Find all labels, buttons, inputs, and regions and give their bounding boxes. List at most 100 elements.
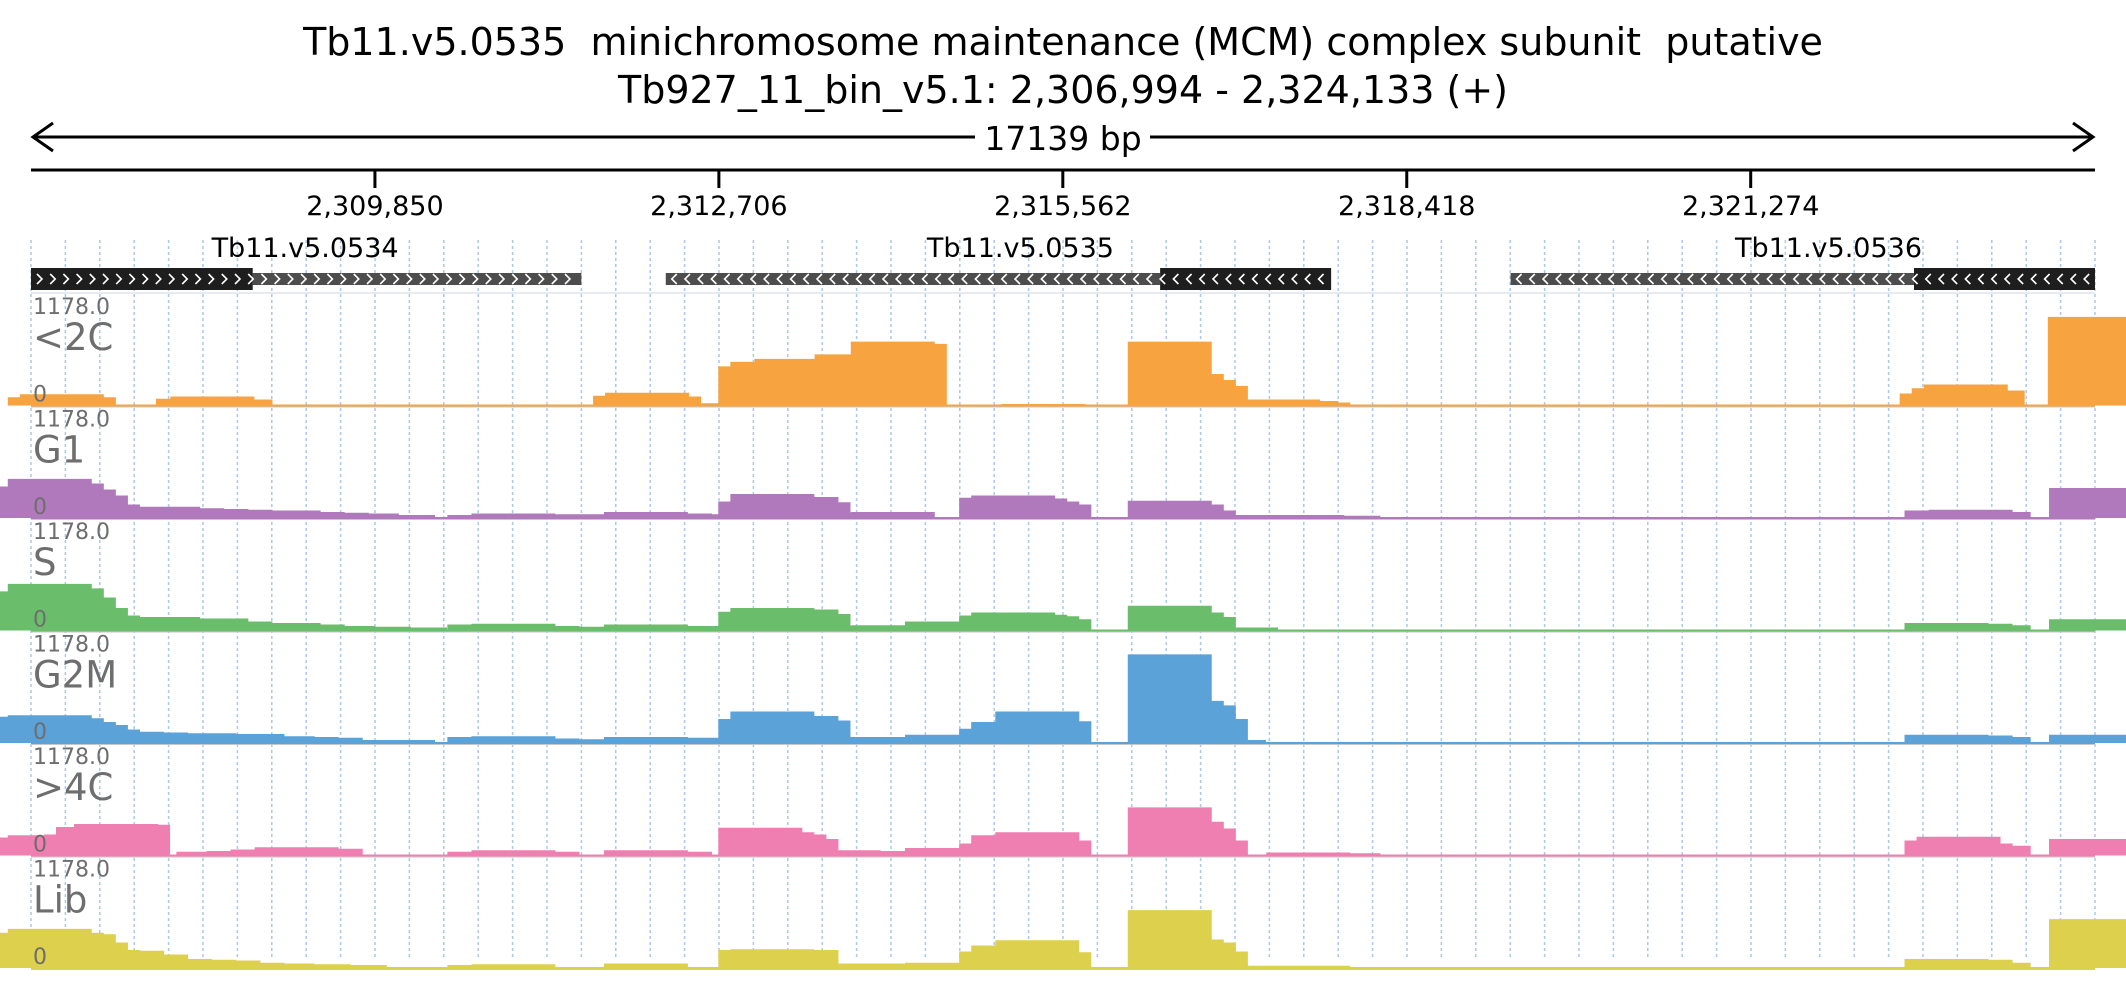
strand-chevron-icon <box>128 273 136 285</box>
strand-chevron-icon <box>1145 273 1153 285</box>
strand-chevron-icon <box>524 273 532 285</box>
strand-chevron-icon <box>1581 273 1589 285</box>
gene-cds <box>1160 268 1332 290</box>
strand-chevron-icon <box>274 273 281 285</box>
strand-chevron-icon <box>1673 273 1681 285</box>
coverage-track-<2C: 1178.0<2C 0 <box>7 295 2126 408</box>
ruler-tick-label: 2,321,274 <box>1682 191 1819 222</box>
strand-chevron-icon <box>2083 273 2090 285</box>
strand-chevron-icon <box>392 273 400 285</box>
strand-chevron-icon <box>723 273 731 285</box>
strand-chevron-icon <box>1000 273 1008 285</box>
track-ymax-label: 1178.0 <box>33 745 110 770</box>
ruler-tick-label: 2,318,418 <box>1338 191 1475 222</box>
strand-chevron-icon <box>1964 273 1971 285</box>
ruler-tick-label: 2,309,850 <box>306 191 443 222</box>
strand-chevron-icon <box>868 273 876 285</box>
gene-track: Tb11.v5.0534 Tb11.v5.0535 Tb11.v5.0536 <box>31 233 2095 294</box>
strand-chevron-icon <box>1594 273 1602 285</box>
strand-chevron-icon <box>987 273 995 285</box>
track-name-label: Lib <box>33 879 87 922</box>
coverage-area <box>0 807 2126 856</box>
coverage-area <box>0 654 2126 743</box>
strand-chevron-icon <box>234 273 242 285</box>
strand-chevron-icon <box>379 273 387 285</box>
strand-chevron-icon <box>564 273 572 285</box>
strand-chevron-icon <box>683 273 691 285</box>
strand-chevron-icon <box>155 273 162 285</box>
gene-label: Tb11.v5.0535 <box>926 233 1114 264</box>
strand-chevron-icon <box>710 273 717 285</box>
arrow-right-icon <box>2072 121 2096 153</box>
strand-chevron-icon <box>1053 273 1061 285</box>
track-name-label: G2M <box>33 654 117 697</box>
gene-Tb11.v5.0536: Tb11.v5.0536 <box>1510 233 2095 290</box>
track-ymax-label: 1178.0 <box>33 633 110 658</box>
strand-chevron-icon <box>1093 273 1100 285</box>
coverage-area <box>7 316 2126 406</box>
strand-chevron-icon <box>1159 273 1166 285</box>
strand-chevron-icon <box>1198 273 1206 285</box>
strand-chevron-icon <box>102 273 110 285</box>
strand-chevron-icon <box>736 273 744 285</box>
strand-chevron-icon <box>1541 273 1549 285</box>
coverage-track-S: 1178.0S 0 <box>0 520 2126 633</box>
strand-chevron-icon <box>366 273 374 285</box>
strand-chevron-icon <box>802 273 810 285</box>
strand-chevron-icon <box>76 273 83 285</box>
track-ymin-label: 0 <box>33 720 47 745</box>
locus-label: Tb927_11_bin_v5.1: 2,306,994 - 2,324,133… <box>617 68 1508 112</box>
strand-chevron-icon <box>670 273 678 285</box>
strand-chevron-icon <box>1264 273 1272 285</box>
strand-chevron-icon <box>1555 273 1562 285</box>
strand-chevron-icon <box>1687 273 1694 285</box>
strand-chevron-icon <box>1911 273 1919 285</box>
gene-Tb11.v5.0535: Tb11.v5.0535 <box>665 233 1332 290</box>
strand-chevron-icon <box>168 273 176 285</box>
strand-chevron-icon <box>247 273 255 285</box>
strand-chevron-icon <box>1753 273 1760 285</box>
strand-chevron-icon <box>326 273 334 285</box>
arrow-left-icon <box>30 121 54 153</box>
strand-chevron-icon <box>1040 273 1047 285</box>
gene-cds <box>31 268 253 290</box>
strand-chevron-icon <box>749 273 757 285</box>
gene-title: Tb11.v5.0535 minichromosome maintenance … <box>303 20 1823 64</box>
coverage-area <box>0 478 2126 518</box>
strand-chevron-icon <box>1185 273 1193 285</box>
strand-chevron-icon <box>1225 273 1232 285</box>
strand-chevron-icon <box>1066 273 1074 285</box>
gene-utr <box>1510 273 1914 285</box>
strand-chevron-icon <box>1238 273 1245 285</box>
strand-chevron-icon <box>921 273 929 285</box>
strand-chevron-icon <box>36 273 44 285</box>
strand-chevron-icon <box>2056 273 2064 285</box>
strand-chevron-icon <box>1951 273 1958 285</box>
strand-chevron-icon <box>1713 273 1721 285</box>
strand-chevron-icon <box>2043 273 2051 285</box>
strand-chevron-icon <box>1211 273 1219 285</box>
strand-chevron-icon <box>1079 273 1087 285</box>
strand-chevron-icon <box>947 273 955 285</box>
strand-chevron-icon <box>208 273 215 285</box>
strand-chevron-icon <box>1766 273 1773 285</box>
strand-chevron-icon <box>908 273 915 285</box>
ruler-tick-label: 2,315,562 <box>994 191 1131 222</box>
strand-chevron-icon <box>62 273 70 285</box>
strand-chevron-icon <box>485 273 492 285</box>
strand-chevron-icon <box>815 273 823 285</box>
track-ymin-label: 0 <box>33 495 47 520</box>
ruler-tick-label: 2,312,706 <box>650 191 787 222</box>
track-ymin-label: 0 <box>33 383 47 408</box>
strand-chevron-icon <box>538 273 545 285</box>
strand-chevron-icon <box>961 273 968 285</box>
strand-chevron-icon <box>1172 273 1179 285</box>
strand-chevron-icon <box>934 273 942 285</box>
track-ymin-label: 0 <box>33 608 47 633</box>
strand-chevron-icon <box>1132 273 1140 285</box>
strand-chevron-icon <box>1304 273 1311 285</box>
strand-chevron-icon <box>1317 273 1325 285</box>
strand-chevron-icon <box>1792 273 1800 285</box>
